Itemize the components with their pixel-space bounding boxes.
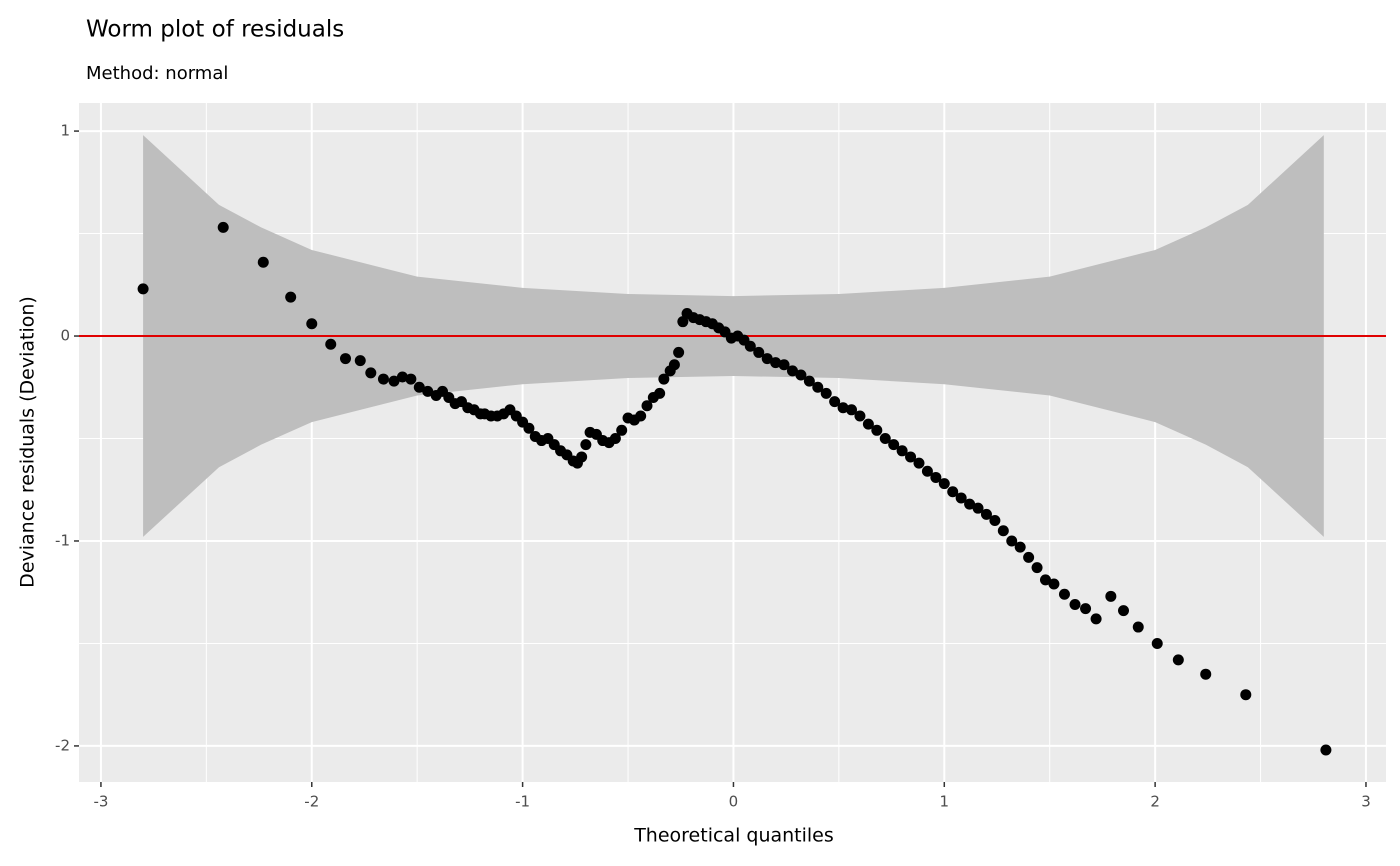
point	[217, 221, 229, 233]
x-tick-label: -2	[304, 793, 319, 811]
point	[354, 355, 366, 367]
point	[668, 359, 680, 371]
point	[1151, 637, 1163, 649]
point	[812, 381, 824, 393]
point	[947, 486, 959, 498]
point	[972, 502, 984, 514]
point	[137, 283, 149, 295]
point	[1132, 621, 1144, 633]
point	[405, 373, 417, 385]
point	[930, 471, 942, 483]
point	[1200, 668, 1212, 680]
point	[955, 492, 967, 504]
point	[523, 422, 535, 434]
point	[1014, 541, 1026, 553]
point	[829, 396, 841, 408]
x-axis-title: Theoretical quantiles	[633, 825, 834, 847]
point	[1080, 603, 1092, 615]
point	[365, 367, 377, 379]
point	[921, 465, 933, 477]
point	[854, 410, 866, 422]
y-tick-label: -1	[55, 531, 70, 549]
point	[989, 514, 1001, 526]
point	[677, 316, 689, 328]
point	[422, 385, 434, 397]
point	[871, 424, 883, 436]
x-tick-label: 0	[729, 793, 739, 811]
point	[413, 381, 425, 393]
x-tick-label: 3	[1361, 793, 1371, 811]
point	[980, 508, 992, 520]
point	[761, 353, 773, 365]
point	[340, 353, 352, 365]
point	[673, 346, 685, 358]
y-tick-label: 0	[60, 327, 70, 345]
point	[905, 451, 917, 463]
point	[846, 404, 858, 416]
point	[377, 373, 389, 385]
point	[786, 365, 798, 377]
point	[388, 375, 400, 387]
point	[257, 256, 269, 268]
point	[325, 338, 337, 350]
point	[654, 387, 666, 399]
point	[913, 457, 925, 469]
point	[888, 439, 900, 451]
point	[576, 451, 588, 463]
chart-title: Worm plot of residuals	[86, 17, 344, 43]
point	[803, 375, 815, 387]
point	[753, 346, 765, 358]
y-tick-label: -2	[55, 736, 70, 754]
point	[820, 387, 832, 399]
x-tick-label: -3	[93, 793, 108, 811]
point	[306, 318, 318, 330]
point	[1105, 590, 1117, 602]
y-axis-title: Deviance residuals (Deviation)	[17, 296, 39, 588]
point	[1320, 744, 1332, 756]
point	[1069, 599, 1081, 611]
point	[616, 424, 628, 436]
point	[938, 478, 950, 490]
x-tick-label: 2	[1150, 793, 1160, 811]
point	[837, 402, 849, 414]
point	[1039, 574, 1051, 586]
point	[1118, 605, 1130, 617]
y-tick-label: 1	[60, 122, 70, 140]
point	[1090, 613, 1102, 625]
point	[285, 291, 297, 303]
chart-subtitle: Method: normal	[86, 63, 228, 84]
point	[1172, 654, 1184, 666]
point	[896, 445, 908, 457]
point	[1006, 535, 1018, 547]
point	[1023, 551, 1035, 563]
x-tick-label: -1	[515, 793, 530, 811]
point	[997, 525, 1009, 537]
point	[744, 340, 756, 352]
point	[396, 371, 408, 383]
point	[770, 357, 782, 369]
point	[964, 498, 976, 510]
point	[635, 410, 647, 422]
point	[1031, 562, 1043, 574]
point	[1058, 588, 1070, 600]
point	[879, 433, 891, 445]
point	[862, 418, 874, 430]
point	[778, 359, 790, 371]
point	[1048, 578, 1060, 590]
point	[1240, 689, 1252, 701]
point	[580, 439, 592, 451]
point	[795, 369, 807, 381]
x-tick-label: 1	[940, 793, 950, 811]
point	[609, 433, 621, 445]
point	[658, 373, 670, 385]
point	[641, 400, 653, 412]
